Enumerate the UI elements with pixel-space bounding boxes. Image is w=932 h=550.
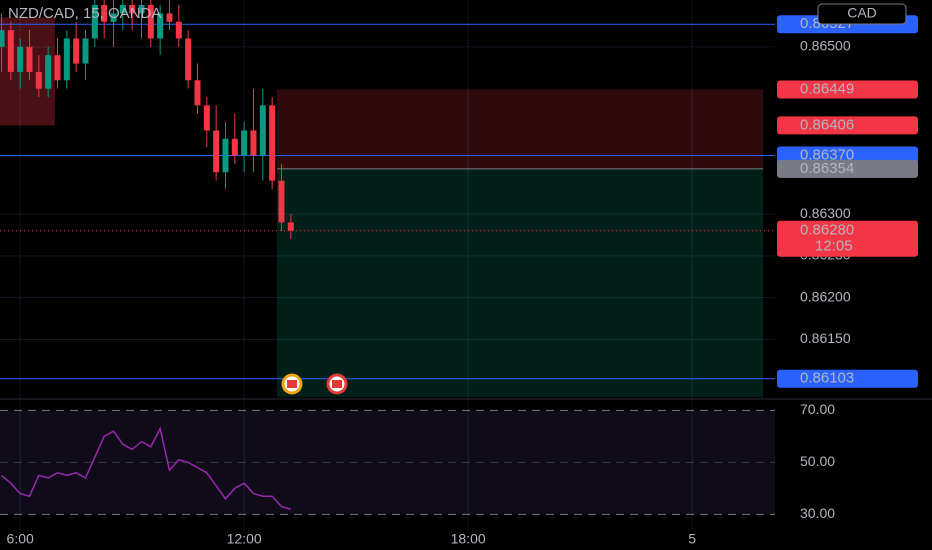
candle-body — [54, 55, 61, 81]
price-label-box — [777, 116, 918, 135]
event-icons — [281, 373, 348, 395]
candle-body — [17, 46, 24, 72]
y-tick-label: 0.86150 — [800, 330, 851, 346]
price-label: 0.86370 — [800, 146, 854, 163]
target-zone — [276, 168, 764, 398]
price-label: 0.86406 — [800, 116, 854, 133]
currency-badge: CAD — [847, 5, 877, 21]
price-label: 0.86354 — [800, 160, 854, 177]
candle-body — [119, 5, 126, 14]
stop-zone — [276, 89, 764, 169]
indicator-band — [0, 410, 775, 515]
candle-body — [157, 13, 164, 39]
candle-body — [259, 105, 266, 156]
candle-body — [26, 46, 33, 72]
candle-body — [110, 13, 117, 22]
candle-body — [147, 5, 154, 39]
candle-body — [185, 38, 192, 81]
candle-body — [7, 30, 14, 72]
candle-body — [175, 21, 182, 39]
y-tick-label: 0.86300 — [800, 205, 851, 221]
x-tick-label: 6:00 — [7, 531, 34, 547]
candle-body — [35, 71, 42, 89]
candle-body — [231, 138, 238, 156]
flag — [287, 380, 297, 388]
candle-body — [203, 105, 210, 131]
candle-body — [287, 222, 294, 231]
countdown: 12:05 — [815, 238, 853, 255]
candle-body — [250, 130, 257, 156]
candle-body — [0, 30, 5, 47]
currency-badge-box[interactable] — [817, 3, 907, 25]
candle-body — [269, 105, 276, 181]
indicator-tick-label: 30.00 — [800, 505, 835, 521]
candle-body — [222, 138, 229, 173]
candle-body — [213, 130, 220, 173]
price-label: 0.86280 — [800, 222, 854, 239]
candle-body — [73, 38, 80, 64]
candle-body — [45, 55, 52, 89]
candle-body — [101, 5, 108, 22]
x-tick-label: 12:00 — [227, 531, 262, 547]
price-label: 0.86103 — [800, 370, 854, 387]
price-label-box — [777, 369, 918, 388]
candle-body — [63, 38, 70, 81]
indicator-tick-label: 70.00 — [800, 401, 835, 417]
x-tick-label: 18:00 — [451, 531, 486, 547]
flag — [332, 380, 342, 388]
indicator-tick-label: 50.00 — [800, 453, 835, 469]
candle-body — [129, 5, 136, 14]
y-tick-label: 0.86200 — [800, 288, 851, 304]
price-label-box — [777, 159, 918, 178]
price-label-box — [777, 220, 918, 257]
chart-title: NZD/CAD, 15, OANDA — [8, 5, 161, 22]
x-tick-label: 5 — [688, 531, 696, 547]
price-label: 0.86449 — [800, 80, 854, 97]
candle-body — [91, 5, 98, 39]
price-label-box — [777, 80, 918, 99]
candle-body — [82, 38, 89, 64]
candle-body — [138, 5, 145, 14]
candle-body — [241, 130, 248, 156]
candle-body — [194, 80, 201, 106]
indicator-line — [1, 426, 292, 510]
candle-body — [278, 180, 285, 223]
candle-body — [166, 13, 173, 22]
y-tick-label: 0.86500 — [800, 38, 851, 54]
